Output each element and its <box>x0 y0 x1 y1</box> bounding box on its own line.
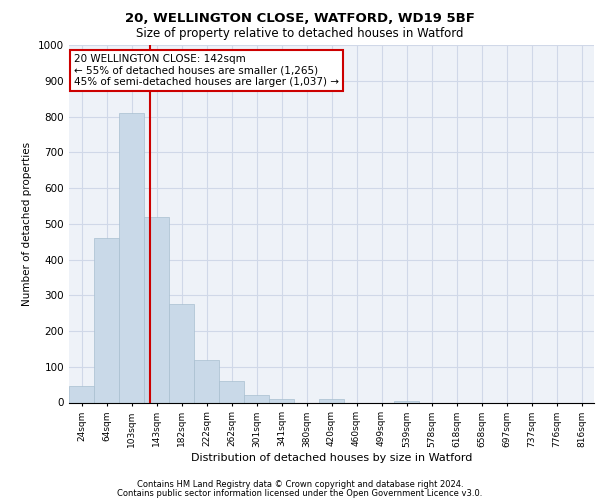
Bar <box>194 360 219 403</box>
X-axis label: Distribution of detached houses by size in Watford: Distribution of detached houses by size … <box>191 454 472 464</box>
Text: Contains public sector information licensed under the Open Government Licence v3: Contains public sector information licen… <box>118 489 482 498</box>
Bar <box>319 399 344 402</box>
Bar <box>94 238 119 402</box>
Text: Contains HM Land Registry data © Crown copyright and database right 2024.: Contains HM Land Registry data © Crown c… <box>137 480 463 489</box>
Text: 20 WELLINGTON CLOSE: 142sqm
← 55% of detached houses are smaller (1,265)
45% of : 20 WELLINGTON CLOSE: 142sqm ← 55% of det… <box>74 54 339 87</box>
Y-axis label: Number of detached properties: Number of detached properties <box>22 142 32 306</box>
Text: Size of property relative to detached houses in Watford: Size of property relative to detached ho… <box>136 28 464 40</box>
Bar <box>219 381 244 402</box>
Bar <box>144 216 169 402</box>
Text: 20, WELLINGTON CLOSE, WATFORD, WD19 5BF: 20, WELLINGTON CLOSE, WATFORD, WD19 5BF <box>125 12 475 26</box>
Bar <box>244 396 269 402</box>
Bar <box>119 113 144 403</box>
Bar <box>69 386 94 402</box>
Bar <box>394 400 419 402</box>
Bar <box>169 304 194 402</box>
Bar <box>269 399 294 402</box>
